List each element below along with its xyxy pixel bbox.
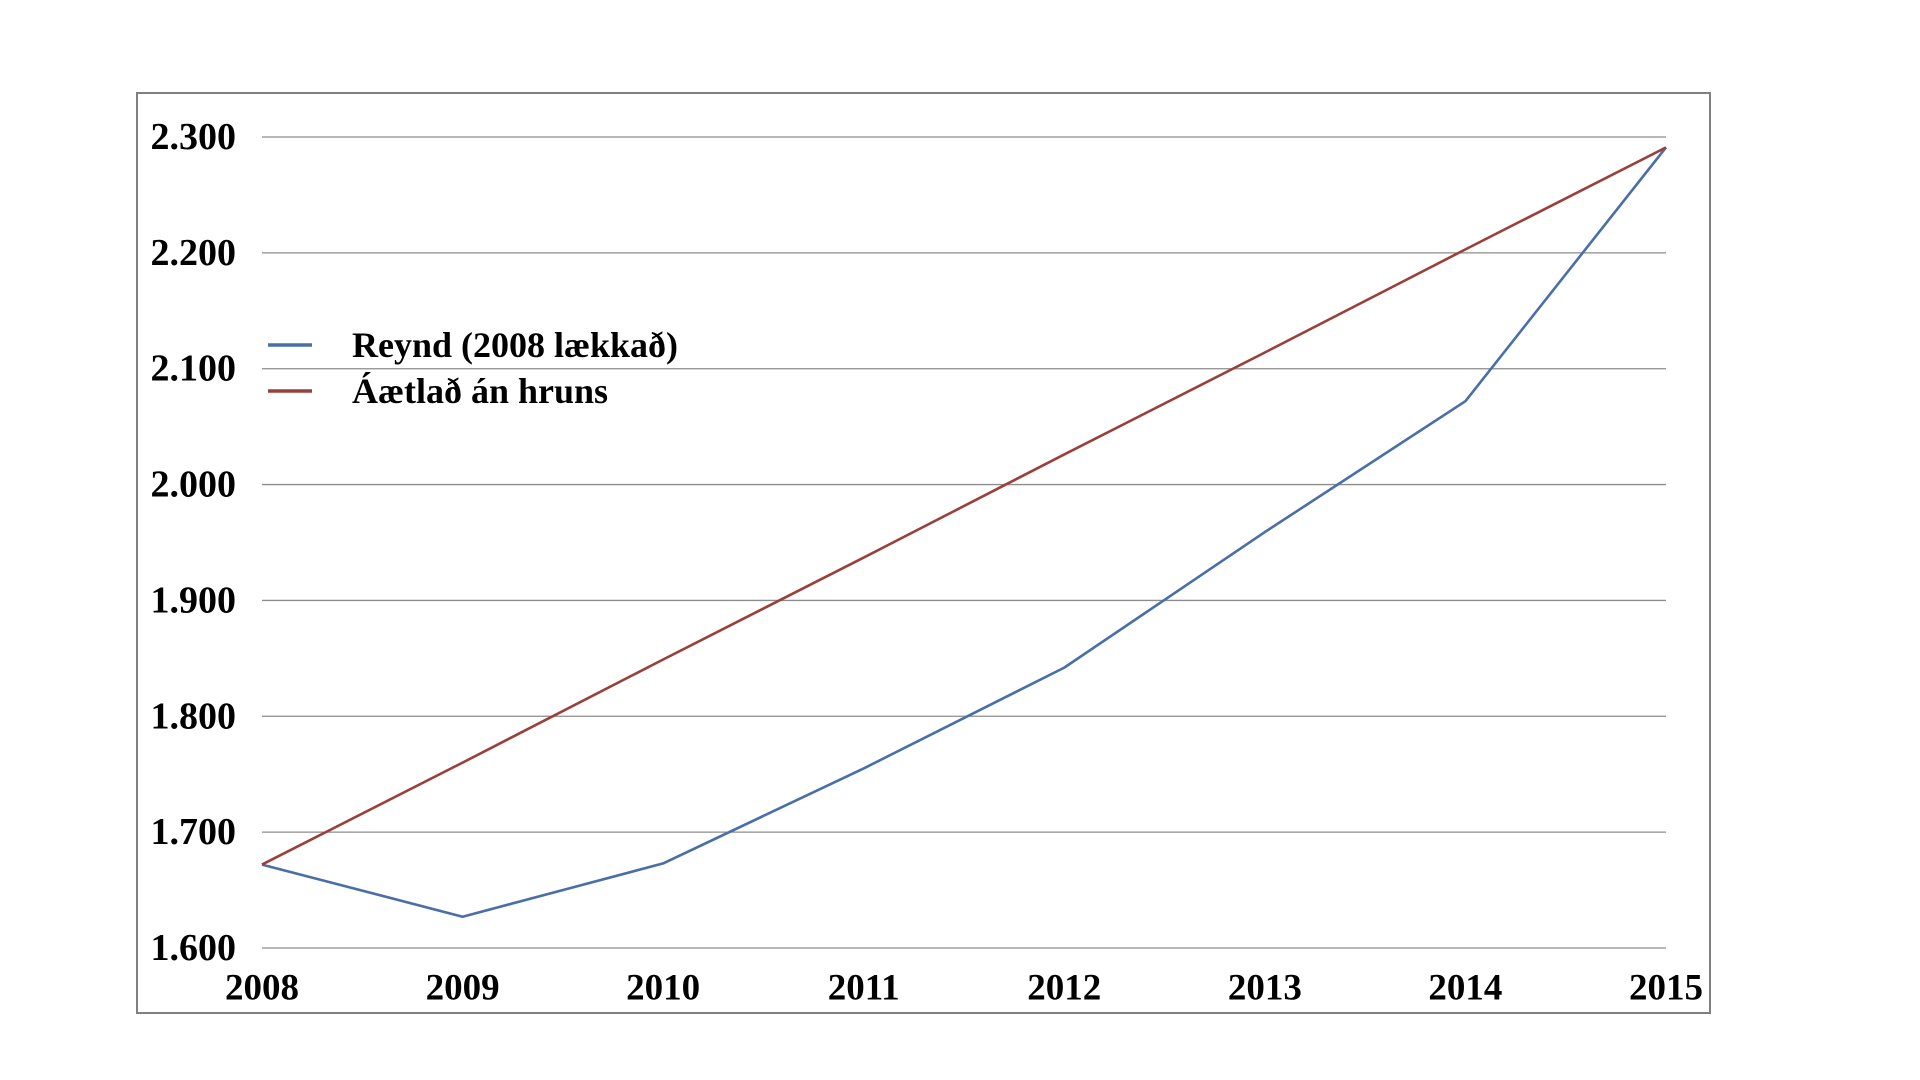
x-tick-label: 2008 bbox=[225, 968, 299, 1009]
chart-frame bbox=[136, 92, 1711, 1014]
y-tick-label: 2.200 bbox=[151, 232, 237, 274]
legend-label-aaetlad: Áætlað án hruns bbox=[352, 371, 608, 411]
y-tick-label: 2.300 bbox=[151, 116, 237, 158]
x-tick-label: 2010 bbox=[626, 968, 700, 1009]
y-tick-label: 2.000 bbox=[151, 464, 237, 506]
gridlines bbox=[262, 136, 1666, 949]
series-line-aaetlad bbox=[261, 146, 1667, 866]
y-tick-label: 1.800 bbox=[151, 695, 237, 737]
legend-label-reynd: Reynd (2008 lækkað) bbox=[352, 325, 678, 365]
y-tick-label: 1.700 bbox=[151, 811, 237, 853]
x-tick-label: 2009 bbox=[426, 968, 500, 1009]
legend: Reynd (2008 lækkað) Áætlað án hruns bbox=[268, 325, 678, 411]
x-axis-tick-labels: 2008 2009 2010 2011 2012 2013 2014 2015 bbox=[225, 968, 1703, 1009]
series-line-reynd bbox=[261, 146, 1668, 919]
y-tick-label: 1.900 bbox=[151, 579, 237, 621]
x-tick-label: 2011 bbox=[828, 968, 900, 1009]
y-axis-tick-labels: 1.600 1.700 1.800 1.900 2.000 2.100 2.200 2.300 bbox=[151, 116, 237, 969]
series-lines bbox=[261, 146, 1668, 919]
x-tick-label: 2012 bbox=[1027, 968, 1101, 1009]
x-tick-label: 2014 bbox=[1428, 968, 1502, 1009]
x-tick-label: 2015 bbox=[1629, 968, 1703, 1009]
x-tick-label: 2013 bbox=[1228, 968, 1302, 1009]
y-tick-label: 1.600 bbox=[151, 927, 237, 969]
y-tick-label: 2.100 bbox=[151, 348, 237, 390]
